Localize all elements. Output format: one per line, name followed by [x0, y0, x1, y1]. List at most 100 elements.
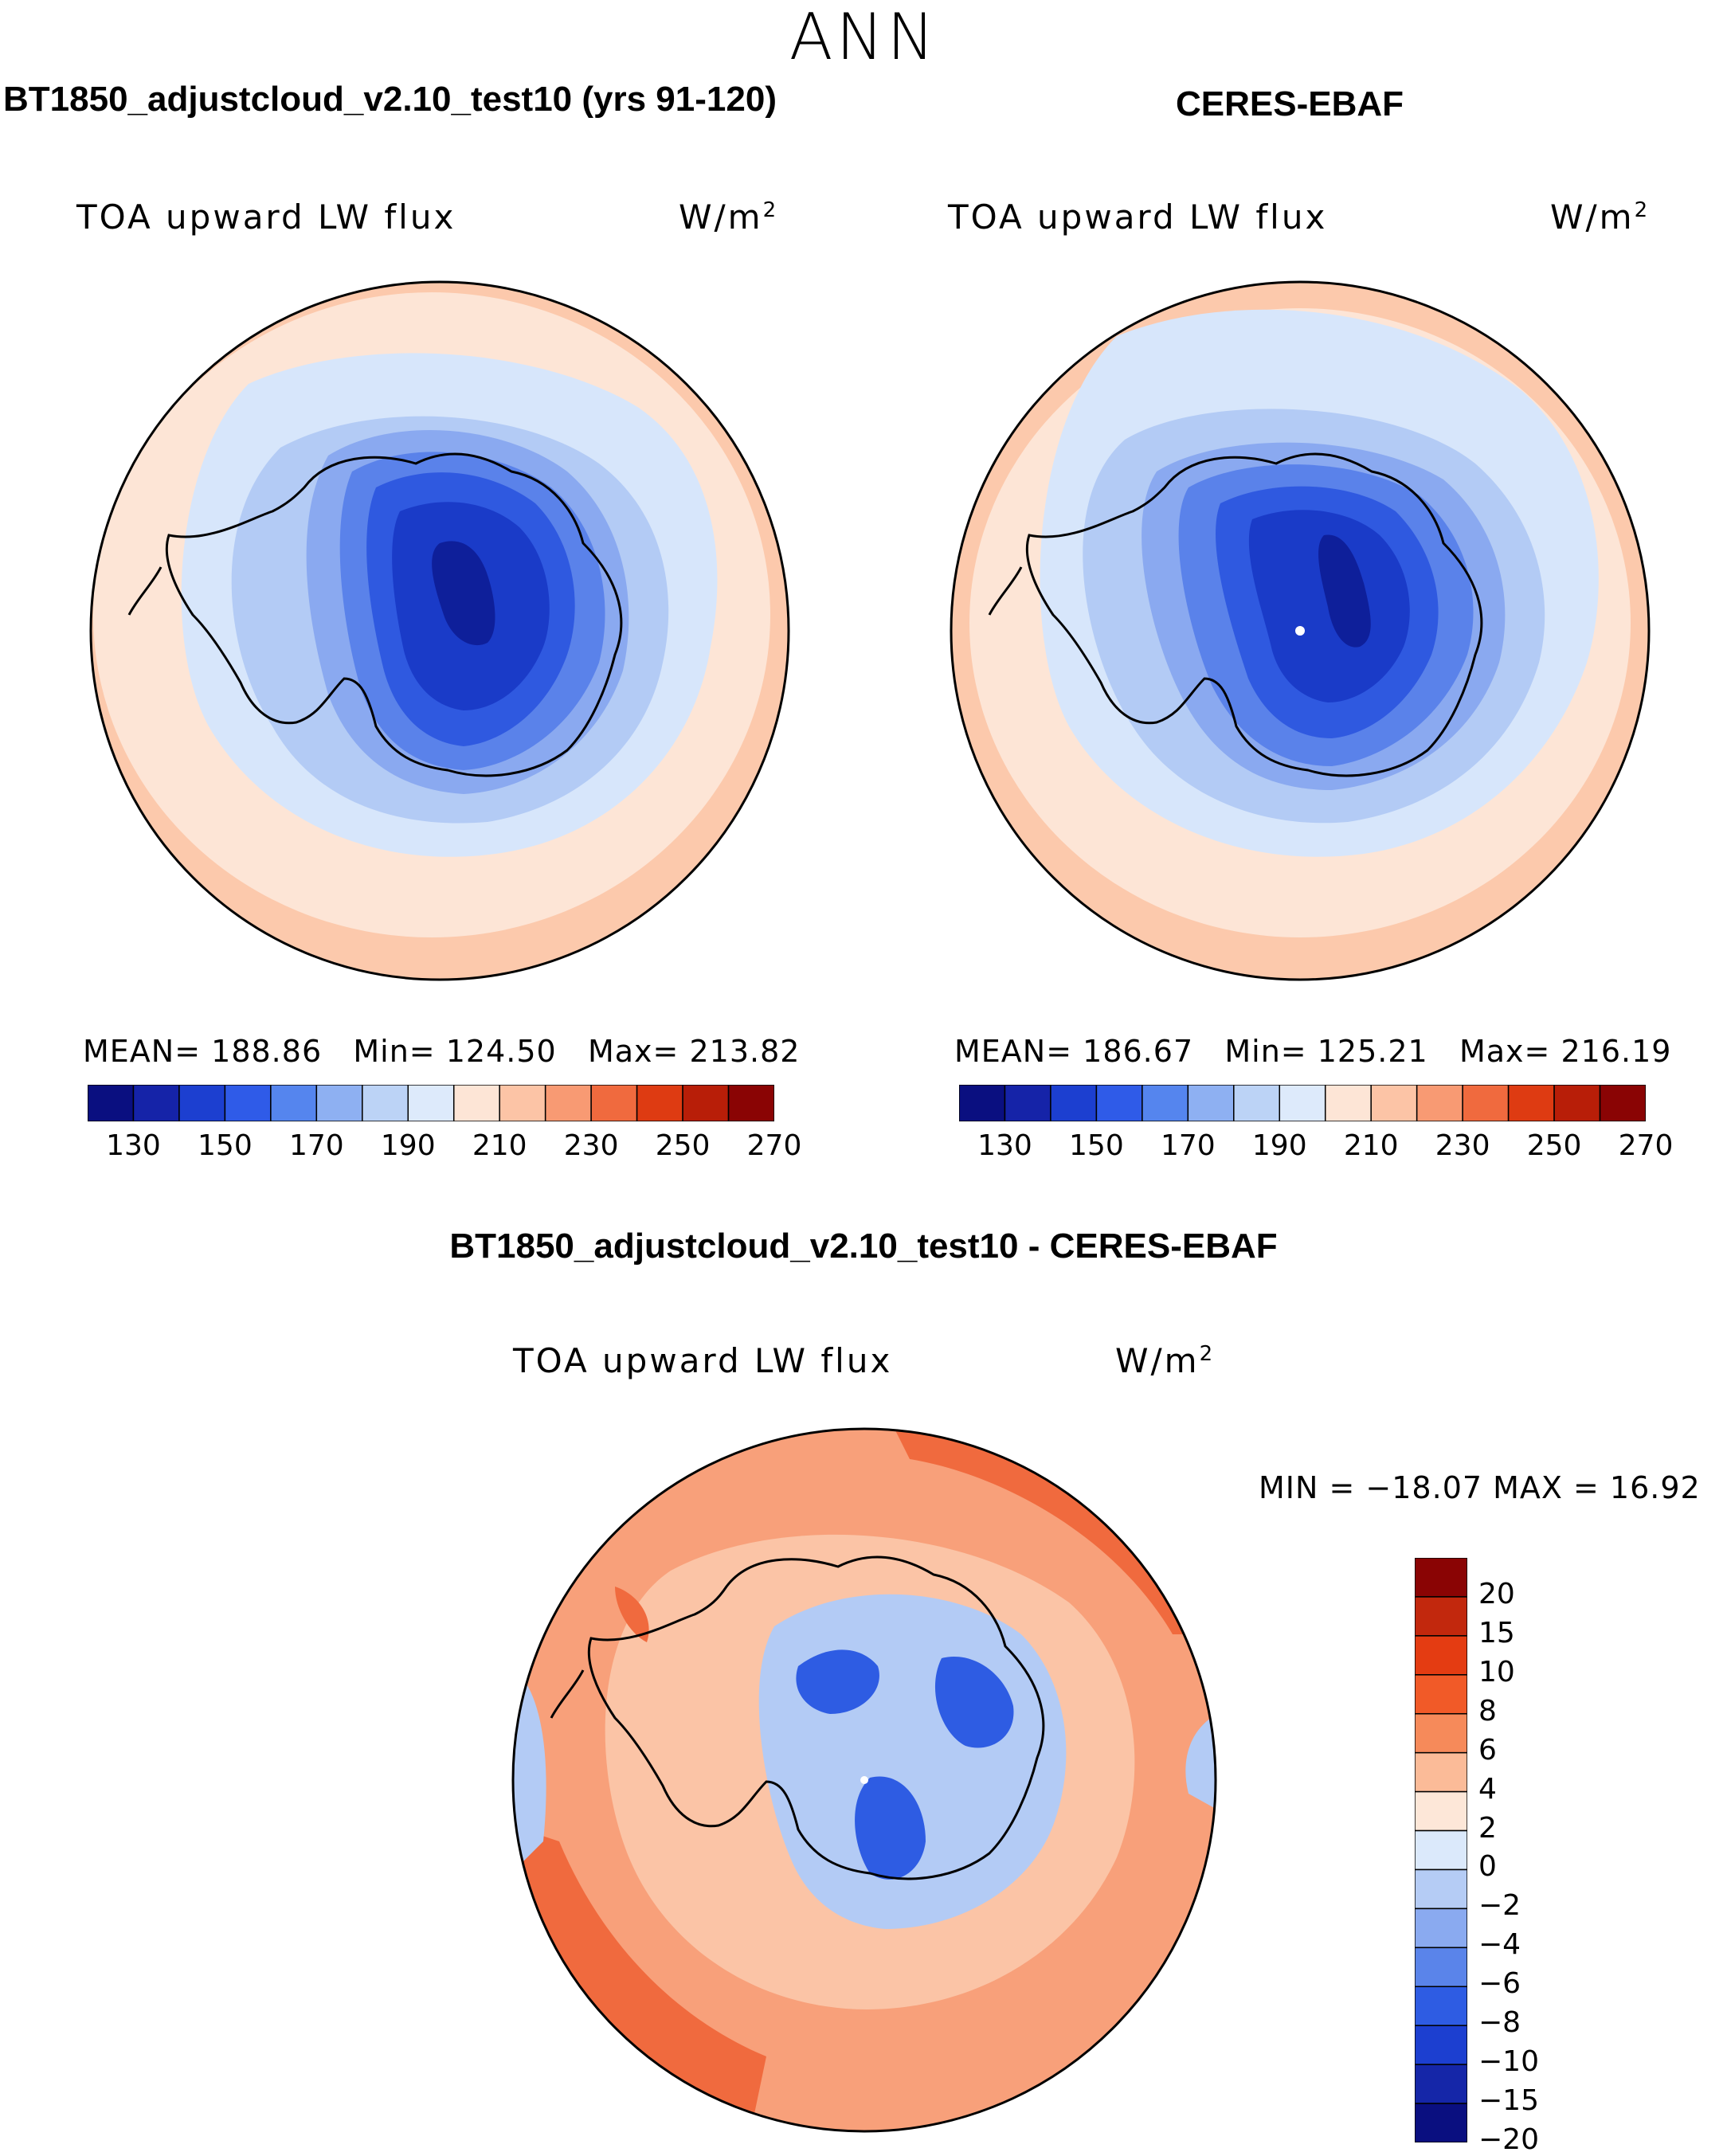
panel2-colorbar-ticks: 130 150 170 190 210 230 250 270 — [959, 1129, 1673, 1169]
colorbar-tick-label: 6 — [1478, 1733, 1497, 1767]
colorbar-swatch — [315, 1085, 363, 1121]
colorbar-tick-label: 170 — [1160, 1129, 1216, 1162]
colorbar-tick-label: 170 — [288, 1129, 344, 1162]
colorbar-tick-label: −2 — [1478, 1889, 1521, 1923]
panel3-polar-map — [511, 1427, 1217, 2133]
colorbar-swatch — [1553, 1085, 1601, 1121]
colorbar-swatch — [1324, 1085, 1372, 1121]
colorbar-tick-label: 4 — [1478, 1772, 1497, 1806]
panel3-units: W/m2 — [1115, 1341, 1216, 1380]
colorbar-tick-label: 150 — [198, 1129, 253, 1162]
colorbar-swatch — [1004, 1085, 1051, 1121]
colorbar-tick-label: 2 — [1478, 1811, 1497, 1845]
colorbar-tick-label: 190 — [380, 1129, 436, 1162]
panel3-antarctic-deep-1 — [796, 1649, 879, 1714]
panel1-variable-label: TOA upward LW flux — [76, 198, 456, 237]
colorbar-tick-label: 10 — [1478, 1655, 1515, 1688]
panel3-map-border — [511, 1427, 1217, 2133]
panel3-pole-dot — [860, 1776, 868, 1784]
panel1-map-border — [89, 280, 790, 981]
panel1-ice-core — [432, 541, 495, 646]
colorbar-tick-label: 8 — [1478, 1694, 1497, 1728]
colorbar-tick-label: 210 — [472, 1129, 527, 1162]
panel3-min-max: MIN = −18.07 MAX = 16.92 — [1259, 1470, 1701, 1505]
colorbar-tick-label: −4 — [1478, 1928, 1521, 1962]
colorbar-swatch — [1415, 1986, 1467, 2026]
colorbar-swatch — [407, 1085, 455, 1121]
colorbar-tick-label: −20 — [1478, 2123, 1539, 2156]
colorbar-swatch — [499, 1085, 546, 1121]
colorbar-swatch — [1370, 1085, 1418, 1121]
colorbar-swatch — [1415, 1868, 1467, 1910]
panel1-units: W/m2 — [679, 198, 779, 237]
panel2-pole-dot — [1295, 626, 1305, 636]
colorbar-tick-label: −6 — [1478, 1967, 1521, 2001]
colorbar-tick-label: −8 — [1478, 2006, 1521, 2040]
colorbar-swatch — [1415, 1635, 1467, 1676]
panel2-coastline — [988, 452, 1483, 777]
panel1-colorbar — [88, 1085, 774, 1121]
colorbar-swatch — [682, 1085, 730, 1121]
panel2-units: W/m2 — [1550, 198, 1651, 237]
colorbar-swatch — [362, 1085, 409, 1121]
colorbar-swatch — [1462, 1085, 1510, 1121]
panel2-variable-label: TOA upward LW flux — [948, 198, 1328, 237]
colorbar-swatch — [544, 1085, 592, 1121]
panel2-map-border — [950, 280, 1651, 981]
colorbar-tick-label: −15 — [1478, 2084, 1539, 2118]
colorbar-tick-label: 150 — [1069, 1129, 1124, 1162]
panel1-title: BT1850_adjustcloud_v2.10_test10 (yrs 91-… — [3, 80, 777, 119]
panel3-colorbar — [1415, 1558, 1467, 2142]
panel2-polar-map — [950, 280, 1651, 981]
panel2-stats: MEAN= 186.67 Min= 125.21 Max= 216.19 — [954, 1034, 1672, 1069]
panel3-title: BT1850_adjustcloud_v2.10_test10 - CERES-… — [449, 1227, 1278, 1266]
panel3-west-blue — [513, 1666, 546, 1873]
colorbar-tick-label: 230 — [563, 1129, 619, 1162]
panel2-ice-core — [1318, 534, 1371, 648]
colorbar-swatch — [1507, 1085, 1555, 1121]
colorbar-swatch — [1415, 1790, 1467, 1832]
colorbar-swatch — [1050, 1085, 1098, 1121]
colorbar-swatch — [1415, 2064, 1467, 2104]
panel2-colorbar — [959, 1085, 1646, 1121]
colorbar-swatch — [1416, 1085, 1463, 1121]
colorbar-tick-label: 250 — [655, 1129, 711, 1162]
colorbar-swatch — [1415, 1674, 1467, 1715]
colorbar-swatch — [1415, 2103, 1467, 2142]
colorbar-swatch — [590, 1085, 638, 1121]
colorbar-tick-label: 250 — [1526, 1129, 1582, 1162]
colorbar-tick-label: 20 — [1478, 1577, 1515, 1610]
colorbar-swatch — [1415, 1558, 1467, 1598]
panel3-variable-label: TOA upward LW flux — [513, 1341, 893, 1380]
colorbar-swatch — [452, 1085, 500, 1121]
panel1-stats: MEAN= 188.86 Min= 124.50 Max= 213.82 — [83, 1034, 801, 1069]
colorbar-tick-label: 15 — [1478, 1616, 1515, 1649]
colorbar-swatch — [1415, 2025, 1467, 2065]
colorbar-swatch — [636, 1085, 683, 1121]
colorbar-swatch — [224, 1085, 272, 1121]
colorbar-tick-label: 270 — [746, 1129, 802, 1162]
panel3-antarctic-deep-2 — [934, 1657, 1014, 1748]
panel3-coastline — [550, 1555, 1045, 1880]
colorbar-swatch — [727, 1085, 774, 1121]
panel2-title: CERES-EBAF — [1176, 84, 1404, 123]
season-title: ANN — [789, 0, 938, 74]
colorbar-swatch — [1187, 1085, 1235, 1121]
colorbar-swatch — [1279, 1085, 1326, 1121]
colorbar-swatch — [1415, 1947, 1467, 1988]
colorbar-swatch — [270, 1085, 318, 1121]
colorbar-tick-label: 270 — [1618, 1129, 1674, 1162]
colorbar-swatch — [1142, 1085, 1189, 1121]
panel3-east-blue — [1185, 1714, 1216, 1810]
colorbar-tick-label: 190 — [1251, 1129, 1307, 1162]
colorbar-swatch — [959, 1085, 1006, 1121]
panel3-peninsula-red — [615, 1587, 649, 1642]
colorbar-swatch — [1415, 1829, 1467, 1871]
colorbar-swatch — [132, 1085, 180, 1121]
colorbar-tick-label: 230 — [1435, 1129, 1490, 1162]
colorbar-swatch — [178, 1085, 226, 1121]
panel1-coastline — [127, 452, 623, 777]
panel3-colorbar-ticks: 20 15 10 8 6 4 2 0 −2 −4 −6 −8 −10 −15 −20 — [1478, 1558, 1574, 2156]
colorbar-swatch — [1599, 1085, 1646, 1121]
colorbar-tick-label: 0 — [1478, 1850, 1497, 1884]
